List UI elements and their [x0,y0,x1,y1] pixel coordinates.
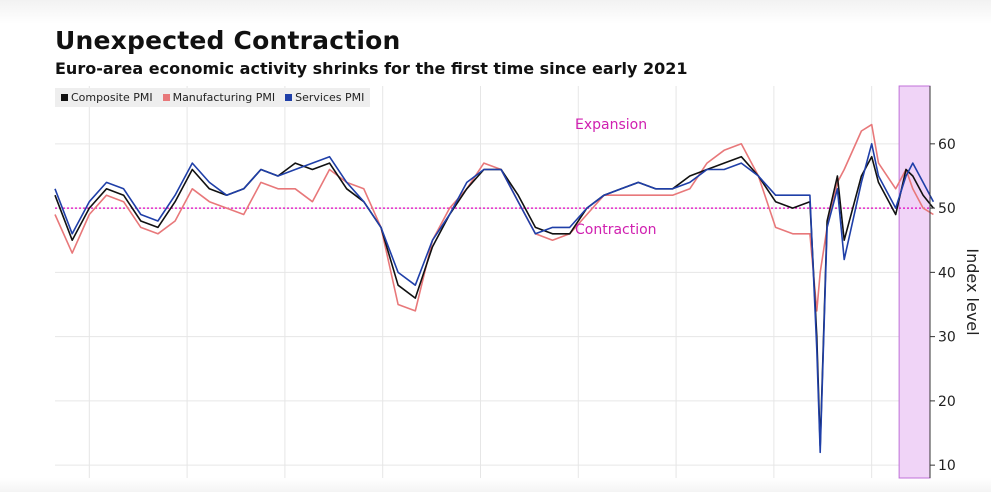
legend-item-manufacturing: Manufacturing PMI [162,91,276,104]
chart-title: Unexpected Contraction [55,26,401,55]
legend-label-manufacturing: Manufacturing PMI [172,91,276,104]
chart-subtitle: Euro-area economic activity shrinks for … [55,59,688,78]
series-layer [54,123,935,454]
grid-layer [55,86,930,478]
legend-swatch-services [285,94,293,101]
y-tick-label: 40 [938,265,956,281]
y-axis: 10 20 30 40 50 60 [929,86,956,478]
y-axis-label: Index level [963,248,982,335]
bottom-fade [0,478,991,492]
legend-item-composite: Composite PMI [61,91,153,104]
legend-item-services: Services PMI [285,91,364,104]
y-tick-label: 60 [938,137,956,153]
legend: Composite PMI Manufacturing PMI Services… [55,88,371,107]
top-strip [0,0,991,24]
y-tick-label: 30 [938,330,956,346]
y-tick-label: 50 [938,201,956,217]
highlight-region [898,85,931,479]
series-line-services-pmi [54,143,935,454]
legend-label-composite: Composite PMI [71,91,153,104]
legend-swatch-manufacturing [162,94,170,101]
annotation-contraction: Contraction [575,222,657,238]
y-tick-label: 20 [938,394,956,410]
y-tick-label: 10 [938,458,956,474]
legend-swatch-composite [61,94,68,101]
series-line-manufacturing-pmi [54,123,934,312]
annotation-expansion: Expansion [575,117,647,133]
legend-label-services: Services PMI [295,91,365,104]
